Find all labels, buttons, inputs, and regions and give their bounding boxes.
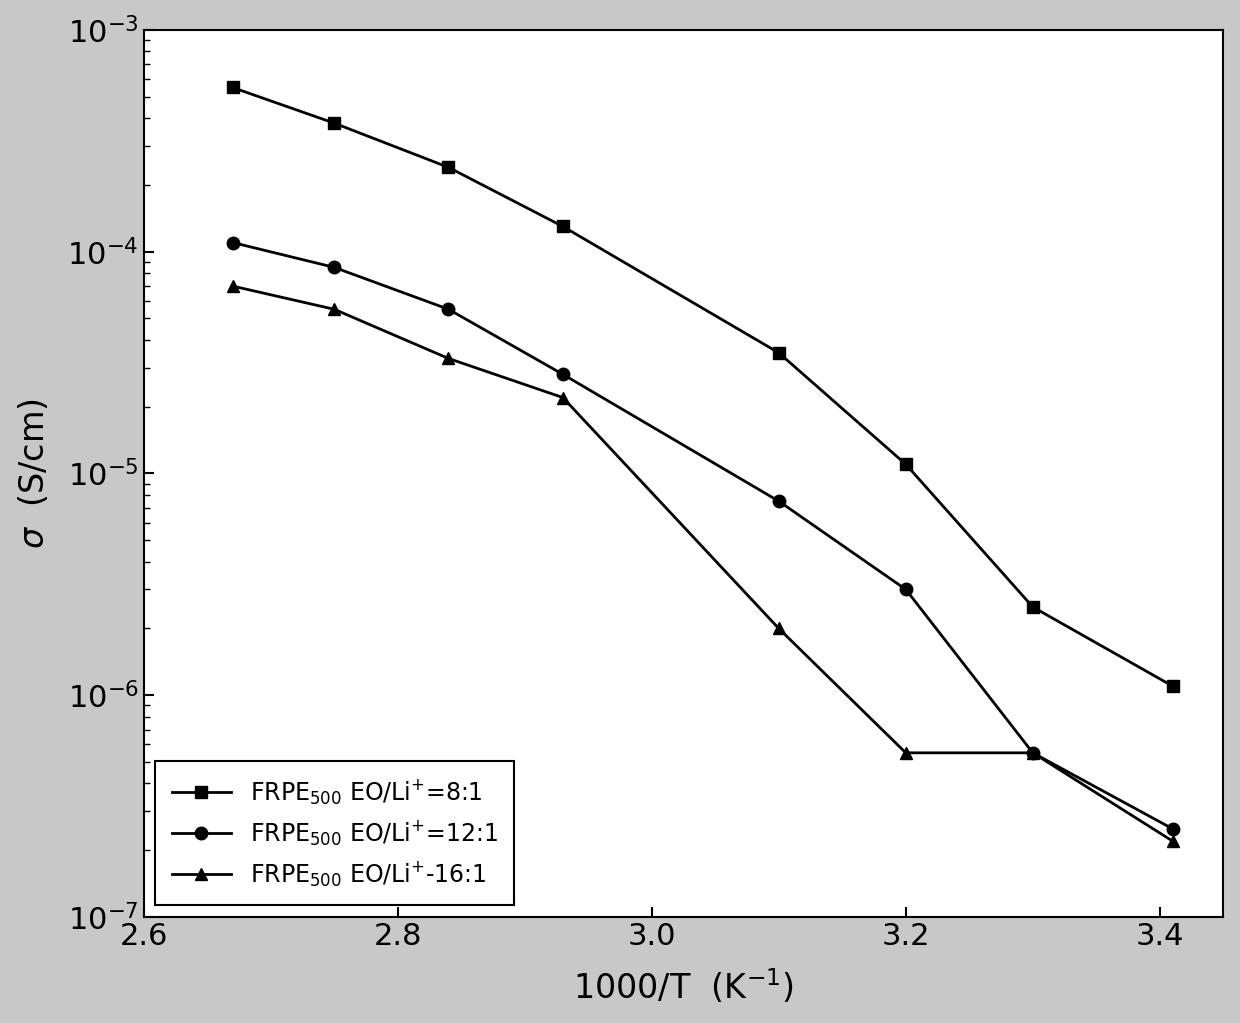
Line: FRPE$_{500}$ EO/Li$^{+}$=8:1: FRPE$_{500}$ EO/Li$^{+}$=8:1 <box>226 81 1179 693</box>
FRPE$_{500}$ EO/Li$^{+}$-16:1 <box>556 392 570 404</box>
FRPE$_{500}$ EO/Li$^{+}$=12:1 <box>1166 822 1180 835</box>
FRPE$_{500}$ EO/Li$^{+}$=8:1 <box>326 117 341 129</box>
FRPE$_{500}$ EO/Li$^{+}$=8:1 <box>1166 680 1180 693</box>
Line: FRPE$_{500}$ EO/Li$^{+}$=12:1: FRPE$_{500}$ EO/Li$^{+}$=12:1 <box>226 236 1179 835</box>
FRPE$_{500}$ EO/Li$^{+}$=12:1 <box>771 495 786 507</box>
FRPE$_{500}$ EO/Li$^{+}$=8:1 <box>226 82 241 94</box>
FRPE$_{500}$ EO/Li$^{+}$=8:1 <box>441 162 456 174</box>
FRPE$_{500}$ EO/Li$^{+}$-16:1 <box>441 352 456 364</box>
FRPE$_{500}$ EO/Li$^{+}$=12:1 <box>326 261 341 273</box>
FRPE$_{500}$ EO/Li$^{+}$-16:1 <box>1166 835 1180 847</box>
FRPE$_{500}$ EO/Li$^{+}$=8:1 <box>1025 601 1040 613</box>
FRPE$_{500}$ EO/Li$^{+}$=12:1 <box>226 236 241 249</box>
FRPE$_{500}$ EO/Li$^{+}$=12:1 <box>441 303 456 315</box>
FRPE$_{500}$ EO/Li$^{+}$=12:1 <box>1025 747 1040 759</box>
FRPE$_{500}$ EO/Li$^{+}$=8:1 <box>898 458 913 471</box>
Line: FRPE$_{500}$ EO/Li$^{+}$-16:1: FRPE$_{500}$ EO/Li$^{+}$-16:1 <box>226 280 1179 847</box>
FRPE$_{500}$ EO/Li$^{+}$-16:1 <box>326 303 341 315</box>
FRPE$_{500}$ EO/Li$^{+}$-16:1 <box>1025 747 1040 759</box>
FRPE$_{500}$ EO/Li$^{+}$=12:1 <box>898 583 913 595</box>
FRPE$_{500}$ EO/Li$^{+}$=8:1 <box>771 347 786 359</box>
X-axis label: 1000/T  (K$^{-1}$): 1000/T (K$^{-1}$) <box>573 968 794 1007</box>
FRPE$_{500}$ EO/Li$^{+}$-16:1 <box>898 747 913 759</box>
Y-axis label: $\sigma$  (S/cm): $\sigma$ (S/cm) <box>16 398 51 549</box>
FRPE$_{500}$ EO/Li$^{+}$-16:1 <box>226 280 241 293</box>
FRPE$_{500}$ EO/Li$^{+}$-16:1 <box>771 622 786 634</box>
FRPE$_{500}$ EO/Li$^{+}$=8:1 <box>556 220 570 232</box>
Legend: FRPE$_{500}$ EO/Li$^{+}$=8:1, FRPE$_{500}$ EO/Li$^{+}$=12:1, FRPE$_{500}$ EO/Li$: FRPE$_{500}$ EO/Li$^{+}$=8:1, FRPE$_{500… <box>155 761 515 905</box>
FRPE$_{500}$ EO/Li$^{+}$=12:1 <box>556 368 570 381</box>
